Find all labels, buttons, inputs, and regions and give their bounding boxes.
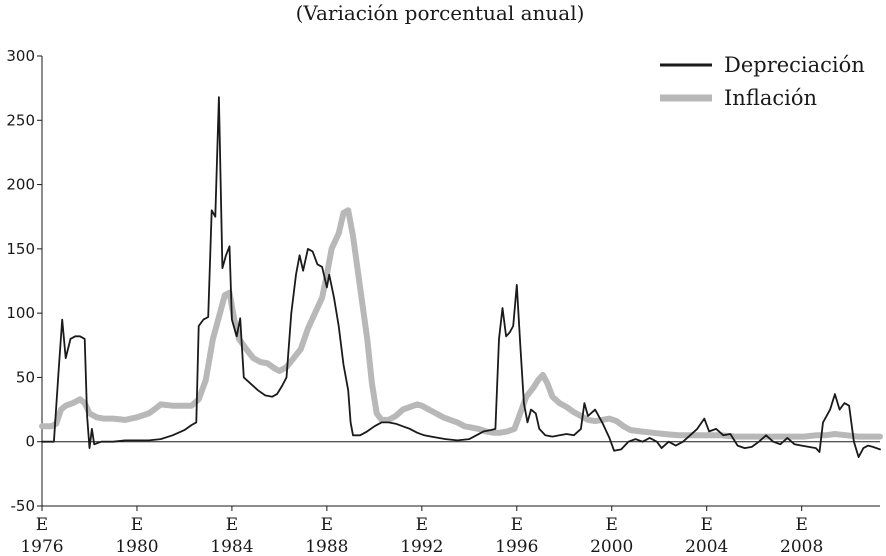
x-tick-label-month: E bbox=[226, 515, 238, 535]
y-tick-label: -50 bbox=[11, 497, 36, 515]
legend-label-inflacion: Inflación bbox=[724, 86, 817, 110]
series-line-inflacion bbox=[39, 207, 883, 440]
y-tick-label: 250 bbox=[6, 111, 35, 129]
y-tick-label: 200 bbox=[6, 176, 35, 194]
y-tick-label: 50 bbox=[16, 368, 35, 386]
x-tick-label-month: E bbox=[795, 515, 807, 535]
y-tick-label: 150 bbox=[6, 240, 35, 258]
x-tick-label-year: 2000 bbox=[590, 537, 633, 556]
x-tick-label-year: 1984 bbox=[210, 537, 253, 556]
x-tick-label-year: 1992 bbox=[400, 537, 443, 556]
series-line-depreciacion bbox=[41, 96, 881, 458]
x-tick-label-year: 1996 bbox=[495, 537, 538, 556]
x-ticks: E 1976 E 1980 E 1984 E 1988 E 1992 E 1996 E 2000 E 2004… bbox=[20, 506, 823, 556]
x-tick-label-month: E bbox=[416, 515, 428, 535]
y-tick-label: 100 bbox=[6, 304, 35, 322]
axes bbox=[41, 56, 880, 507]
x-tick-label-year: 2004 bbox=[685, 537, 728, 556]
x-tick-label-year: 1976 bbox=[20, 537, 63, 556]
x-tick-label-year: 1980 bbox=[115, 537, 158, 556]
x-tick-label-year: 2008 bbox=[780, 537, 823, 556]
legend-label-depreciacion: Depreciación bbox=[724, 53, 865, 77]
series-layer bbox=[39, 96, 883, 458]
y-tick-label: 0 bbox=[25, 433, 35, 451]
x-tick-label-month: E bbox=[321, 515, 333, 535]
chart-title: (Variación porcentual anual) bbox=[296, 1, 585, 25]
x-tick-label-year: 1988 bbox=[305, 537, 348, 556]
y-tick-label: 300 bbox=[6, 47, 35, 65]
x-tick-label-month: E bbox=[606, 515, 618, 535]
x-tick-label-month: E bbox=[131, 515, 143, 535]
x-tick-label-month: E bbox=[36, 515, 48, 535]
x-tick-label-month: E bbox=[511, 515, 523, 535]
legend: Depreciación Inflación bbox=[660, 53, 865, 110]
x-tick-label-month: E bbox=[700, 515, 712, 535]
y-ticks: -50 0 50 100 150 200 250 300 bbox=[6, 47, 42, 515]
